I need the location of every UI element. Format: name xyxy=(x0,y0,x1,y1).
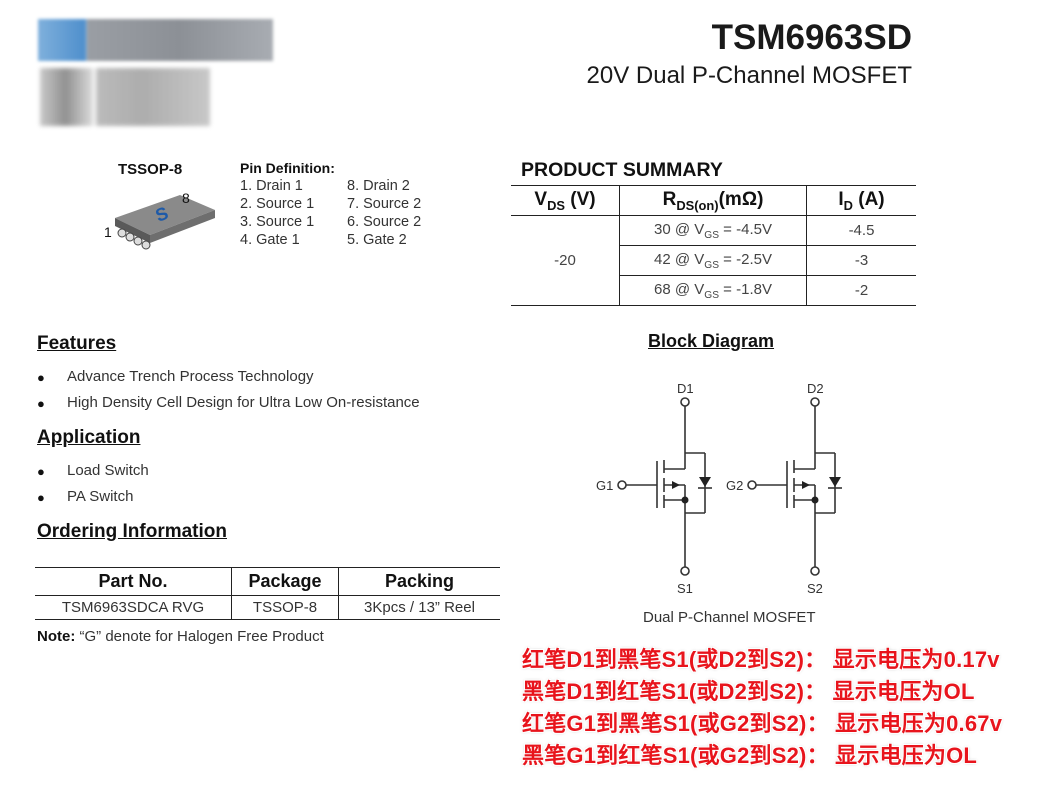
halogen-note: Note: “G” denote for Halogen Free Produc… xyxy=(37,628,324,645)
ordering-heading: Ordering Information xyxy=(37,521,227,542)
feature-item: High Density Cell Design for Ultra Low O… xyxy=(67,394,420,411)
pin-list-right: 8. Drain 2 7. Source 2 6. Source 2 5. Ga… xyxy=(347,177,421,249)
product-summary-table: VDS (V) RDS(on)(mΩ) ID (A) -20 30 @ VGS … xyxy=(511,185,916,306)
features-heading: Features xyxy=(37,333,117,354)
d2-label: D2 xyxy=(807,381,824,396)
bullet-icon: ● xyxy=(37,370,45,385)
d1-label: D1 xyxy=(677,381,694,396)
packing-cell: 3Kpcs / 13” Reel xyxy=(338,595,500,620)
table-row: -20 30 @ VGS = -4.5V -4.5 xyxy=(511,215,916,306)
pin-item: 2. Source 1 xyxy=(240,196,315,212)
measurement-note: 红笔D1到黑笔S1(或D2到S2)： 显示电压为0.17v xyxy=(522,647,1000,672)
pin-item: 6. Source 2 xyxy=(347,214,422,230)
s2-label: S2 xyxy=(807,581,823,596)
table-row: TSM6963SDCA RVG TSSOP-8 3Kpcs / 13” Reel xyxy=(35,595,500,620)
block-diagram: D1 D2 G1 G2 S1 S2 xyxy=(596,381,843,596)
pin-list-left: 1. Drain 1 2. Source 1 3. Source 1 4. Ga… xyxy=(240,177,314,249)
g1-label: G1 xyxy=(596,478,613,493)
pin-item: 3. Source 1 xyxy=(240,214,315,230)
rds-cell: 42 @ VGS = -2.5V xyxy=(619,245,807,276)
block-diagram-heading: Block Diagram xyxy=(648,331,775,351)
pin-item: 7. Source 2 xyxy=(347,196,422,212)
rds-cell: 68 @ VGS = -1.8V xyxy=(619,275,807,306)
company-logo xyxy=(38,19,273,61)
ordering-table: Part No. Package Packing TSM6963SDCA RVG… xyxy=(35,567,500,620)
rds-cell: 30 @ VGS = -4.5V xyxy=(619,215,807,246)
part-no-cell: TSM6963SDCA RVG xyxy=(35,595,232,620)
bullet-icon: ● xyxy=(37,490,45,505)
id-cell: -4.5 xyxy=(806,215,916,246)
measurement-note: 红笔G1到黑笔S1(或G2到S2)： 显示电压为0.67v xyxy=(522,711,1003,736)
product-summary-title: PRODUCT SUMMARY xyxy=(521,159,723,181)
pin-item: 4. Gate 1 xyxy=(240,232,300,248)
pin1-label: 1 xyxy=(104,224,112,240)
application-item: Load Switch xyxy=(67,462,149,479)
id-cell: -2 xyxy=(806,275,916,306)
bullet-icon: ● xyxy=(37,464,45,479)
pin8-label: 8 xyxy=(182,190,190,206)
measurement-note: 黑笔D1到红笔S1(或D2到S2)： 显示电压为OL xyxy=(522,679,975,704)
s1-label: S1 xyxy=(677,581,693,596)
pin-item: 8. Drain 2 xyxy=(347,178,410,194)
certification-logo xyxy=(40,68,210,126)
pin-definition-title: Pin Definition: xyxy=(240,160,335,176)
header-part-no: Part No. xyxy=(35,567,232,596)
header-id: ID (A) xyxy=(806,185,916,216)
application-item: PA Switch xyxy=(67,488,134,505)
pin-item: 1. Drain 1 xyxy=(240,178,303,194)
header-vds: VDS (V) xyxy=(511,185,620,216)
measurement-note: 黑笔G1到红笔S1(或G2到S2)： 显示电压为OL xyxy=(522,743,978,768)
block-diagram-caption: Dual P-Channel MOSFET xyxy=(643,609,816,626)
feature-item: Advance Trench Process Technology xyxy=(67,368,314,385)
bullet-icon: ● xyxy=(37,396,45,411)
application-heading: Application xyxy=(37,427,141,448)
part-subtitle: 20V Dual P-Channel MOSFET xyxy=(586,62,912,89)
header-packing: Packing xyxy=(338,567,500,596)
vds-value: -20 xyxy=(511,215,620,306)
g2-label: G2 xyxy=(726,478,743,493)
header-package: Package xyxy=(231,567,339,596)
mosfet-1-symbol xyxy=(617,397,712,576)
table-header-row: VDS (V) RDS(on)(mΩ) ID (A) xyxy=(511,185,916,216)
package-cell: TSSOP-8 xyxy=(231,595,339,620)
part-number-title: TSM6963SD xyxy=(711,18,912,57)
table-row: 68 @ VGS = -1.8V -2 xyxy=(511,275,916,306)
pin-item: 5. Gate 2 xyxy=(347,232,407,248)
table-header-row: Part No. Package Packing xyxy=(35,567,500,596)
package-label: TSSOP-8 xyxy=(118,161,183,178)
header-rds: RDS(on)(mΩ) xyxy=(619,185,807,216)
mosfet-2-symbol xyxy=(747,397,843,576)
tssop8-package-icon: S 1 8 xyxy=(104,190,215,250)
id-cell: -3 xyxy=(806,245,916,276)
